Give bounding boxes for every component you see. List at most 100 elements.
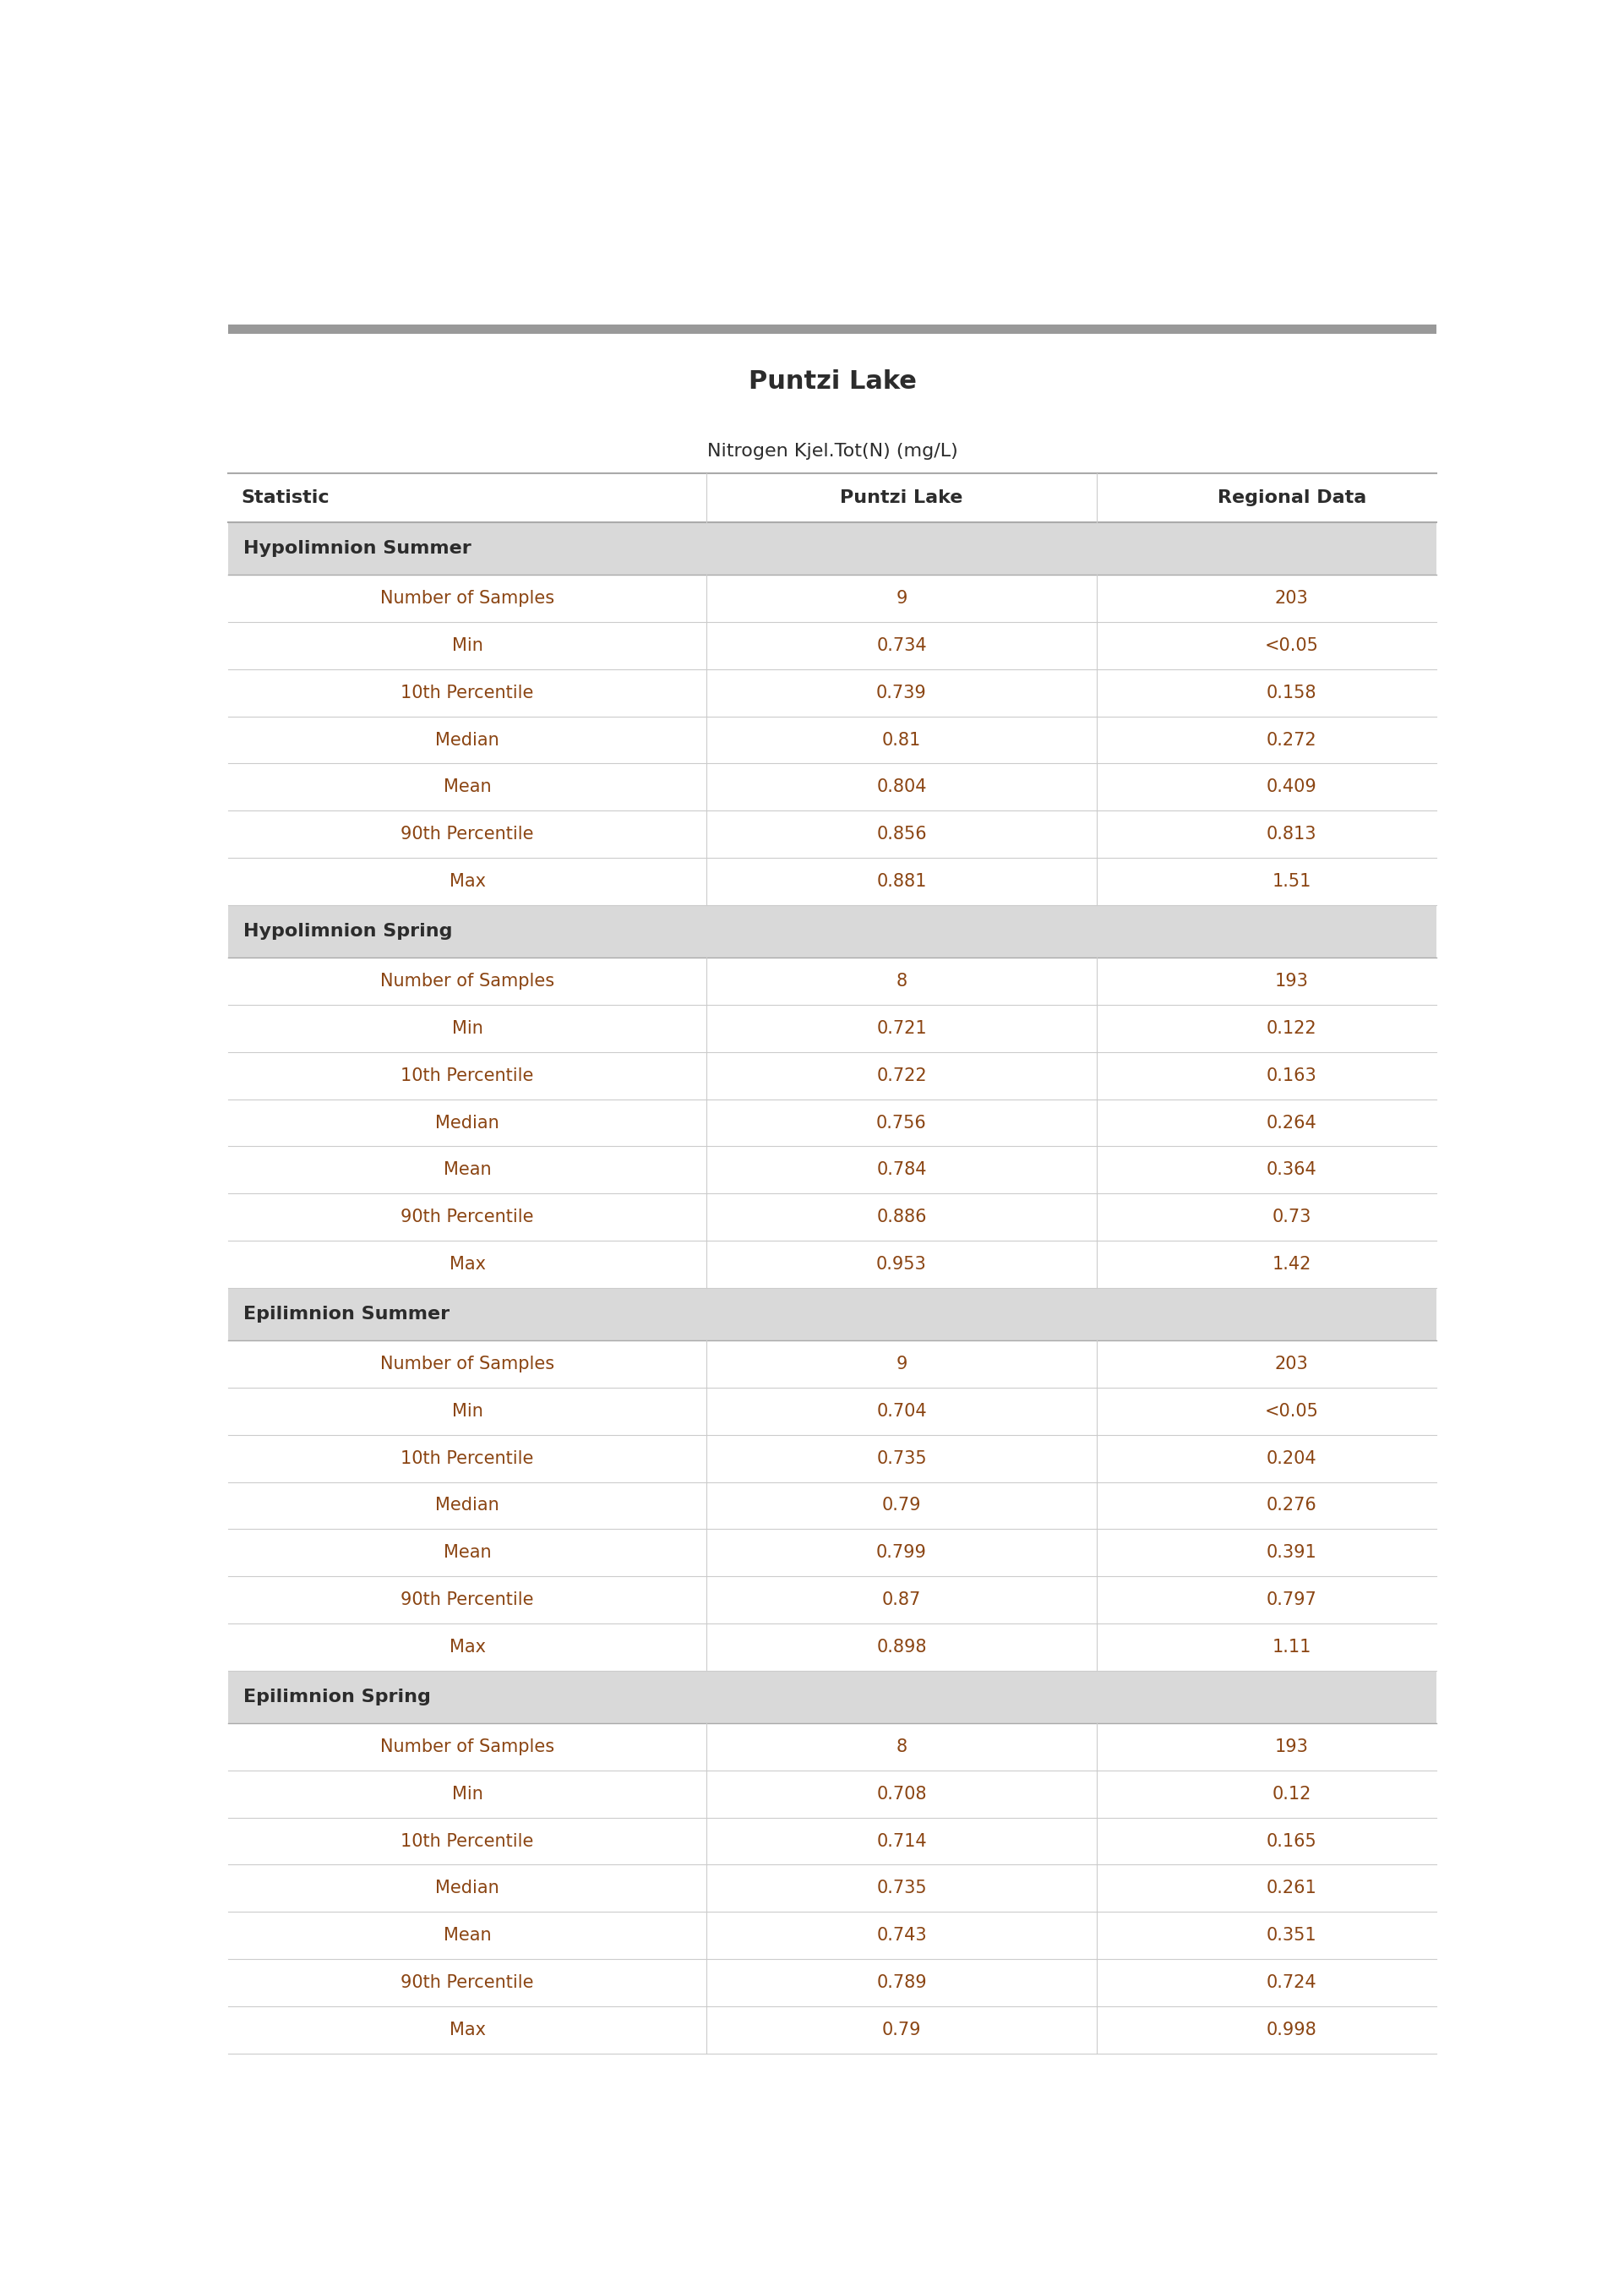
Text: Max: Max bbox=[450, 1255, 486, 1273]
Text: Median: Median bbox=[435, 1115, 499, 1130]
Bar bbox=[227, 1911, 1436, 1959]
Text: Regional Data: Regional Data bbox=[1218, 490, 1366, 506]
Text: <0.05: <0.05 bbox=[1265, 1403, 1319, 1419]
Text: Median: Median bbox=[435, 1498, 499, 1514]
Text: 193: 193 bbox=[1275, 974, 1309, 990]
Text: 0.721: 0.721 bbox=[877, 1019, 927, 1037]
Text: 8: 8 bbox=[896, 974, 908, 990]
Text: Hypolimnion Summer: Hypolimnion Summer bbox=[244, 540, 471, 556]
Text: 0.735: 0.735 bbox=[877, 1451, 927, 1466]
Bar bbox=[227, 622, 1436, 670]
Text: 0.886: 0.886 bbox=[877, 1208, 927, 1226]
Bar bbox=[227, 858, 1436, 906]
Text: 0.739: 0.739 bbox=[877, 683, 927, 701]
Bar bbox=[227, 1194, 1436, 1242]
Text: 0.391: 0.391 bbox=[1267, 1544, 1317, 1562]
Bar bbox=[227, 1771, 1436, 1818]
Text: 0.165: 0.165 bbox=[1267, 1832, 1317, 1850]
Text: 0.79: 0.79 bbox=[882, 2023, 921, 2038]
Bar bbox=[227, 1723, 1436, 1771]
Bar bbox=[227, 906, 1436, 958]
Text: 90th Percentile: 90th Percentile bbox=[401, 1591, 534, 1609]
Bar bbox=[227, 1287, 1436, 1339]
Bar bbox=[227, 1530, 1436, 1575]
Text: 0.813: 0.813 bbox=[1267, 826, 1317, 842]
Text: 0.743: 0.743 bbox=[877, 1927, 927, 1943]
Text: 0.158: 0.158 bbox=[1267, 683, 1317, 701]
Bar bbox=[227, 763, 1436, 810]
Text: <0.05: <0.05 bbox=[1265, 638, 1319, 654]
Text: Number of Samples: Number of Samples bbox=[380, 974, 554, 990]
Text: 9: 9 bbox=[896, 590, 908, 606]
Text: 8: 8 bbox=[896, 1739, 908, 1755]
Text: 0.898: 0.898 bbox=[877, 1639, 927, 1655]
Text: 0.351: 0.351 bbox=[1267, 1927, 1317, 1943]
Text: Mean: Mean bbox=[443, 1162, 490, 1178]
Text: Mean: Mean bbox=[443, 1927, 490, 1943]
Text: 0.704: 0.704 bbox=[877, 1403, 927, 1419]
Text: Mean: Mean bbox=[443, 1544, 490, 1562]
Text: 90th Percentile: 90th Percentile bbox=[401, 1975, 534, 1991]
Bar bbox=[227, 1959, 1436, 2007]
Bar bbox=[227, 1146, 1436, 1194]
Text: 10th Percentile: 10th Percentile bbox=[401, 1067, 534, 1085]
Text: Mean: Mean bbox=[443, 779, 490, 794]
Bar bbox=[227, 1575, 1436, 1623]
Text: 0.163: 0.163 bbox=[1267, 1067, 1317, 1085]
Text: Nitrogen Kjel.Tot(N) (mg/L): Nitrogen Kjel.Tot(N) (mg/L) bbox=[706, 443, 958, 461]
Text: 0.784: 0.784 bbox=[877, 1162, 927, 1178]
Text: 0.953: 0.953 bbox=[877, 1255, 927, 1273]
Text: Max: Max bbox=[450, 2023, 486, 2038]
Text: 0.797: 0.797 bbox=[1267, 1591, 1317, 1609]
Bar bbox=[227, 1435, 1436, 1482]
Bar bbox=[227, 1864, 1436, 1911]
Text: Epilimnion Spring: Epilimnion Spring bbox=[244, 1689, 430, 1705]
Text: 0.714: 0.714 bbox=[877, 1832, 927, 1850]
Bar bbox=[227, 1006, 1436, 1051]
Text: Puntzi Lake: Puntzi Lake bbox=[749, 370, 916, 395]
Text: 0.856: 0.856 bbox=[877, 826, 927, 842]
Bar bbox=[227, 2007, 1436, 2054]
Text: Min: Min bbox=[451, 1786, 482, 1802]
Bar bbox=[227, 670, 1436, 717]
Text: 0.12: 0.12 bbox=[1272, 1786, 1311, 1802]
Bar bbox=[227, 1099, 1436, 1146]
Bar bbox=[227, 1671, 1436, 1723]
Text: Hypolimnion Spring: Hypolimnion Spring bbox=[244, 924, 453, 940]
Text: 0.724: 0.724 bbox=[1267, 1975, 1317, 1991]
Text: 0.789: 0.789 bbox=[877, 1975, 927, 1991]
Text: 0.756: 0.756 bbox=[877, 1115, 927, 1130]
Text: 0.804: 0.804 bbox=[877, 779, 927, 794]
Bar bbox=[227, 1339, 1436, 1387]
Text: Median: Median bbox=[435, 731, 499, 749]
Text: Median: Median bbox=[435, 1880, 499, 1898]
Bar bbox=[227, 1242, 1436, 1287]
Text: 1.11: 1.11 bbox=[1272, 1639, 1311, 1655]
Text: 0.87: 0.87 bbox=[882, 1591, 921, 1609]
Text: 0.998: 0.998 bbox=[1267, 2023, 1317, 2038]
Text: 0.734: 0.734 bbox=[877, 638, 927, 654]
Bar bbox=[227, 474, 1436, 522]
Text: 0.204: 0.204 bbox=[1267, 1451, 1317, 1466]
Bar bbox=[227, 1818, 1436, 1864]
Text: 0.261: 0.261 bbox=[1267, 1880, 1317, 1898]
Text: 10th Percentile: 10th Percentile bbox=[401, 1832, 534, 1850]
Bar bbox=[227, 810, 1436, 858]
Text: 1.42: 1.42 bbox=[1272, 1255, 1311, 1273]
Text: 203: 203 bbox=[1275, 1355, 1309, 1373]
Bar bbox=[227, 574, 1436, 622]
Text: Number of Samples: Number of Samples bbox=[380, 1355, 554, 1373]
Text: 0.722: 0.722 bbox=[877, 1067, 927, 1085]
Bar bbox=[227, 522, 1436, 574]
Text: Min: Min bbox=[451, 638, 482, 654]
Text: 9: 9 bbox=[896, 1355, 908, 1373]
Text: Puntzi Lake: Puntzi Lake bbox=[840, 490, 963, 506]
Bar bbox=[227, 1387, 1436, 1435]
Text: 0.409: 0.409 bbox=[1267, 779, 1317, 794]
Text: Statistic: Statistic bbox=[240, 490, 330, 506]
Bar bbox=[227, 325, 1436, 334]
Text: 193: 193 bbox=[1275, 1739, 1309, 1755]
Text: Max: Max bbox=[450, 1639, 486, 1655]
Text: Max: Max bbox=[450, 874, 486, 890]
Text: 0.264: 0.264 bbox=[1267, 1115, 1317, 1130]
